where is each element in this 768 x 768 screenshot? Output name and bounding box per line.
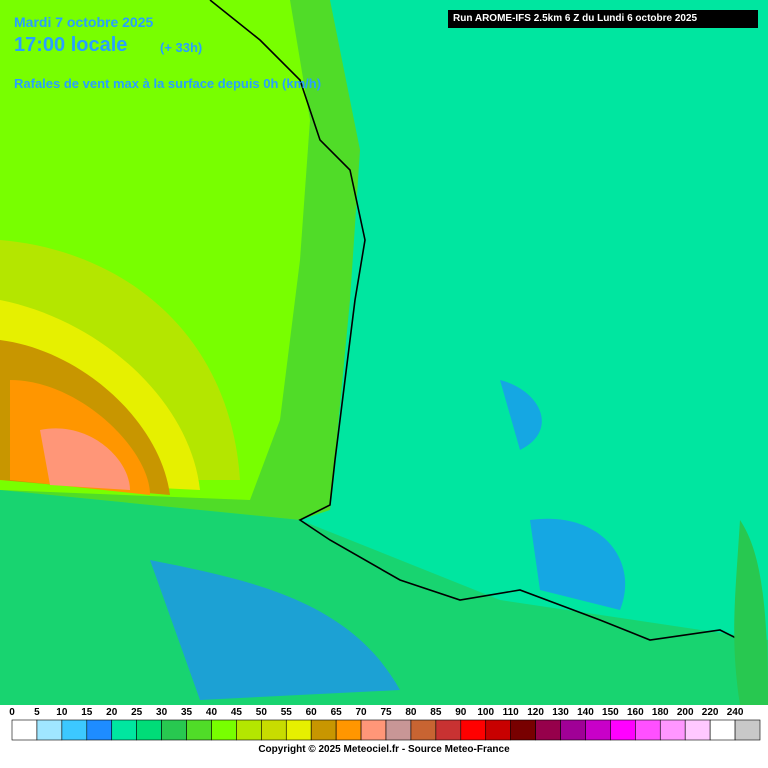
legend-label: 20 — [106, 707, 118, 718]
sea-east — [734, 520, 768, 705]
legend-label: 70 — [356, 707, 368, 718]
legend-swatch — [11, 719, 38, 741]
legend-swatch — [310, 719, 337, 741]
legend-label: 15 — [81, 707, 93, 718]
legend-swatch — [385, 719, 412, 741]
legend-swatch — [460, 719, 487, 741]
legend-swatch — [485, 719, 511, 741]
legend-label: 100 — [477, 707, 494, 718]
legend-label: 75 — [380, 707, 392, 718]
legend-swatch — [285, 719, 312, 741]
legend-swatch — [360, 719, 387, 741]
legend-swatch — [560, 719, 586, 741]
legend: 0 5 10 15 20 25 30 35 40 45 50 55 60 65 70 75 80 85 90 100 1… — [9, 707, 761, 741]
legend-label: 130 — [552, 707, 569, 718]
legend-label: 150 — [602, 707, 619, 718]
legend-swatch — [684, 719, 711, 741]
date: Mardi 7 octobre 2025 — [14, 14, 154, 30]
legend-swatch — [585, 719, 611, 741]
low-wind-area — [150, 560, 400, 700]
legend-swatch — [186, 719, 212, 741]
legend-swatch — [410, 719, 437, 741]
offset: (+ 33h) — [160, 40, 203, 55]
legend-label: 110 — [503, 707, 520, 718]
legend-label: 160 — [627, 707, 644, 718]
legend-label: 45 — [231, 707, 243, 718]
legend-swatch — [136, 719, 162, 741]
legend-swatch — [635, 719, 661, 741]
legend-label: 200 — [677, 707, 694, 718]
legend-label: 40 — [206, 707, 218, 718]
ocean-field — [40, 428, 130, 490]
legend-label: 85 — [430, 707, 442, 718]
legend-swatch — [610, 719, 636, 741]
legend-label: 180 — [652, 707, 669, 718]
legend-label: 0 — [9, 707, 15, 718]
legend-label: 90 — [455, 707, 467, 718]
product: Rafales de vent max à la surface depuis … — [14, 76, 322, 91]
coastline-border — [209, 0, 741, 641]
legend-swatch — [111, 719, 137, 741]
legend-swatch — [535, 719, 561, 741]
legend-swatch — [709, 719, 736, 741]
legend-label: 60 — [306, 707, 318, 718]
legend-swatch — [36, 719, 63, 741]
legend-label: 30 — [156, 707, 168, 718]
legend-label: 35 — [181, 707, 193, 718]
low-wind-area — [530, 518, 626, 610]
legend-label: 240 — [727, 707, 744, 718]
legend-label: 55 — [281, 707, 293, 718]
legend-swatch — [659, 719, 686, 741]
legend-label: 220 — [702, 707, 719, 718]
legend-label: 50 — [256, 707, 268, 718]
legend-label: 120 — [527, 707, 544, 718]
legend-swatch — [211, 719, 237, 741]
run-info: Run AROME-IFS 2.5km 6 Z du Lundi 6 octob… — [448, 10, 758, 28]
legend-swatch — [86, 719, 113, 741]
legend-swatch — [510, 719, 536, 741]
legend-swatch — [161, 719, 187, 741]
legend-label: 140 — [577, 707, 594, 718]
legend-label: 65 — [331, 707, 343, 718]
legend-label: 25 — [131, 707, 143, 718]
time: 17:00 locale — [14, 34, 128, 56]
legend-swatch — [335, 719, 362, 741]
legend-swatch — [734, 719, 761, 741]
low-wind-area — [500, 380, 542, 450]
legend-swatch — [236, 719, 262, 741]
legend-swatch — [435, 719, 462, 741]
legend-swatch — [61, 719, 88, 741]
legend-label: 10 — [56, 707, 68, 718]
legend-label: 80 — [405, 707, 417, 718]
legend-swatch — [261, 719, 287, 741]
legend-label: 5 — [34, 707, 40, 718]
copyright: Copyright © 2025 Meteociel.fr - Source M… — [258, 744, 510, 755]
